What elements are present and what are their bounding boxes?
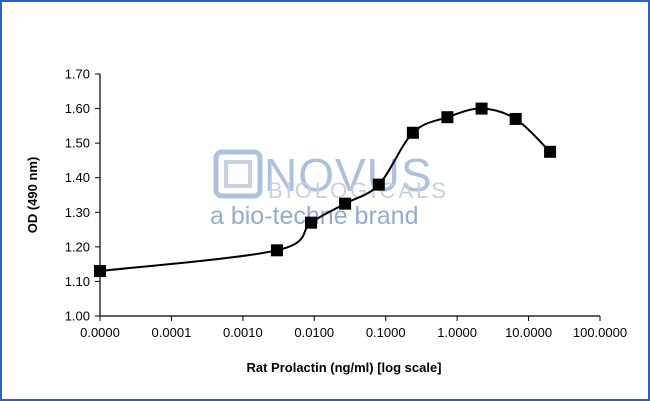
series-layer [94,102,557,278]
watermark: NOVUS BIOLOGICALS a bio-techne brand [210,149,449,230]
x-tick-label: 0.1000 [366,325,406,340]
y-tick-label: 1.30 [65,205,90,220]
x-tick-label: 1.0000 [437,325,477,340]
data-point-marker [305,216,318,229]
data-point-marker [339,197,352,210]
y-tick-label: 1.20 [65,239,90,254]
data-point-marker [441,111,454,124]
y-axis-title: OD (490 nm) [25,157,40,234]
y-tick-label: 1.50 [65,136,90,151]
y-tick-label: 1.40 [65,170,90,185]
novus-logo-icon [213,149,263,199]
y-tick-label: 1.70 [65,67,90,82]
x-axis-title: Rat Prolactin (ng/ml) [log scale] [246,360,441,375]
y-tick-label: 1.00 [65,309,90,324]
data-point-marker [544,145,557,158]
x-tick-label: 0.0010 [223,325,263,340]
x-ticks: 0.0000 0.0001 0.0010 0.0100 0.1000 1.0000 10.0… [80,316,627,340]
data-point-marker [475,102,488,115]
watermark-line2: BIOLOGICALS [268,178,449,203]
x-tick-label: 0.0001 [152,325,192,340]
x-tick-label: 10.0000 [505,325,552,340]
y-tick-label: 1.60 [65,101,90,116]
data-point-marker [270,244,283,257]
data-point-marker [372,178,385,191]
y-tick-label: 1.10 [65,274,90,289]
x-tick-label: 100.0000 [573,325,627,340]
watermark-line1: NOVUS [264,149,433,201]
data-point-marker [406,126,419,139]
y-ticks: 1.00 1.10 1.20 1.30 1.40 1.50 1.60 1.70 [65,67,100,324]
data-point-marker [94,265,106,278]
x-tick-label: 0.0100 [294,325,334,340]
x-tick-label: 0.0000 [80,325,120,340]
data-point-marker [509,112,522,125]
